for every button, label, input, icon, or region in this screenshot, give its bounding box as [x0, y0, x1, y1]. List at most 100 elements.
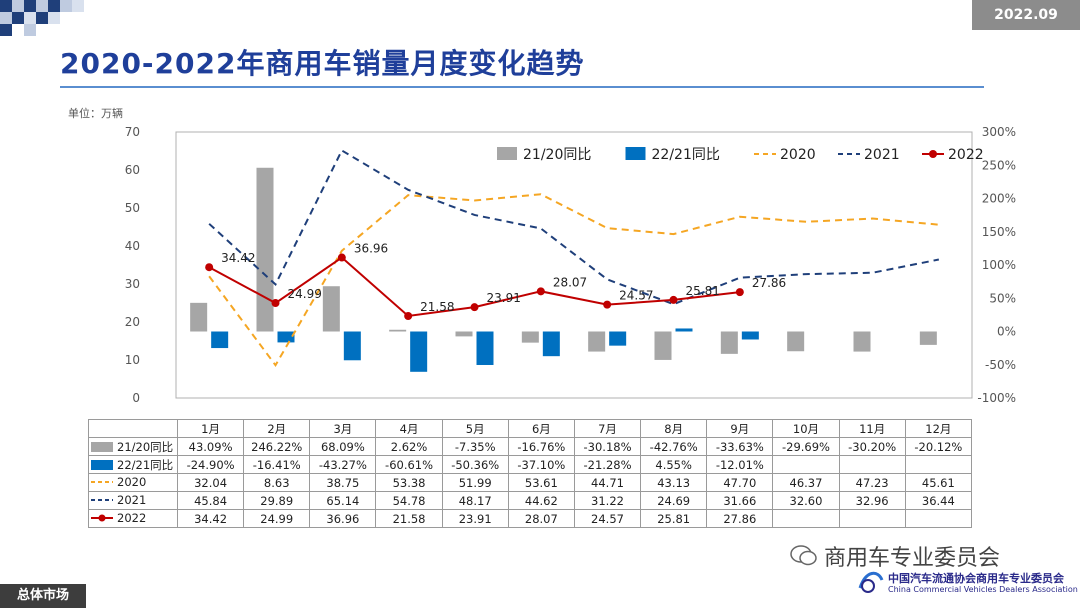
data-label-2022: 24.99 [288, 287, 322, 301]
table-cell [838, 455, 906, 474]
table-cell: -21.28% [573, 455, 642, 474]
bar-22-21 [609, 331, 627, 346]
y-left-tick-label: 10 [125, 353, 140, 367]
title-divider [60, 86, 984, 88]
bar-22-21 [343, 331, 361, 361]
series-swatch-icon [91, 499, 113, 501]
series-swatch-icon [91, 481, 113, 483]
bar-22-21 [542, 331, 560, 357]
table-cell: -20.12% [904, 437, 973, 456]
table-cell: -37.10% [507, 455, 575, 474]
table-row-header: 21/20同比 [88, 437, 178, 456]
month-label: 4月 [375, 419, 443, 438]
month-label: 11月 [838, 419, 906, 438]
point-2022 [205, 263, 214, 272]
table-cell: 23.91 [441, 509, 509, 528]
table-cell: 53.61 [507, 473, 575, 492]
bar-22-21 [410, 331, 428, 372]
table-cell: 54.78 [375, 491, 443, 510]
table-corner-cell [88, 419, 178, 438]
line-2021 [208, 149, 940, 306]
series-name: 21/20同比 [117, 439, 174, 454]
table-cell: 31.66 [706, 491, 774, 510]
table-cell: -24.90% [176, 455, 245, 474]
table-cell: 29.89 [243, 491, 311, 510]
table-cell: -12.01% [706, 455, 774, 474]
plot-area [175, 131, 973, 399]
table-cell: 43.09% [176, 437, 245, 456]
table-cell: -60.61% [375, 455, 443, 474]
bar-21-20 [853, 331, 871, 352]
table-row-header: 22/21同比 [88, 455, 178, 474]
table-cell: 34.42 [176, 509, 245, 528]
table-cell: 24.69 [640, 491, 708, 510]
point-2022 [669, 295, 678, 304]
series-swatch-icon [91, 441, 113, 452]
legend-label: 2021 [864, 147, 900, 163]
table-cell: 24.99 [243, 509, 311, 528]
y-left-tick-label: 40 [125, 239, 140, 253]
table-cell: -16.41% [243, 455, 311, 474]
legend-label: 21/20同比 [523, 147, 591, 163]
y-right-tick-label: 100% [982, 258, 1016, 272]
point-2022 [603, 300, 612, 309]
series-swatch-icon [91, 459, 113, 470]
section-tag: 总体市场 [0, 584, 86, 608]
table-cell: 27.86 [706, 509, 774, 528]
line-2020 [208, 193, 939, 368]
y-right-tick-label: 150% [982, 225, 1016, 239]
bar-21-20 [190, 302, 208, 332]
data-label-2022: 27.86 [752, 276, 786, 290]
y-left-tick-label: 20 [125, 315, 140, 329]
association-logo-icon [858, 571, 884, 593]
bar-21-20 [322, 286, 340, 332]
month-label: 5月 [441, 419, 509, 438]
data-label-2022: 23.91 [487, 291, 521, 305]
table-cell [772, 509, 840, 528]
data-label-2022: 36.96 [354, 242, 388, 256]
legend-label: 22/21同比 [652, 147, 720, 163]
month-label: 9月 [706, 419, 774, 438]
point-2022 [337, 253, 346, 262]
y-right-tick-label: -100% [977, 391, 1016, 405]
legend-swatch [497, 147, 517, 160]
legend-swatch-marker [929, 150, 937, 158]
table-row-header: 2021 [88, 491, 178, 510]
month-label: 6月 [507, 419, 575, 438]
table-cell: -30.20% [838, 437, 906, 456]
bar-21-20 [389, 329, 407, 332]
bar-21-20 [654, 331, 672, 360]
legend-label: 2020 [780, 147, 816, 163]
point-2022 [271, 299, 280, 308]
bar-21-20 [787, 331, 805, 352]
table-row: 2022 34.42 24.99 36.96 21.58 23.91 28.07 24.57 2… [88, 509, 973, 528]
table-cell: 246.22% [243, 437, 311, 456]
y-left-tick-label: 50 [125, 201, 140, 215]
bar-22-21 [741, 331, 759, 340]
table-cell: 47.70 [706, 473, 774, 492]
table-cell: -29.69% [772, 437, 840, 456]
bar-21-20 [919, 331, 937, 345]
table-cell: 36.44 [904, 491, 973, 510]
y-left-tick-label: 0 [132, 391, 140, 405]
bar-22-21 [675, 328, 693, 332]
table-cell [904, 509, 973, 528]
table-cell: 65.14 [309, 491, 377, 510]
wechat-account-name: 商用车专业委员会 [824, 546, 1001, 571]
point-2022 [735, 288, 744, 297]
month-label: 10月 [772, 419, 840, 438]
y-right-tick-label: 0% [997, 325, 1016, 339]
table-cell: 44.62 [507, 491, 575, 510]
corner-decoration [0, 0, 84, 36]
table-cell: -42.76% [640, 437, 708, 456]
data-label-2022: 25.81 [686, 284, 720, 298]
table-row: 2020 32.04 8.63 38.75 53.38 51.99 53.61 44.71 43… [88, 473, 973, 492]
table-cell: 8.63 [243, 473, 311, 492]
table-cell: 48.17 [441, 491, 509, 510]
point-2022 [470, 303, 479, 312]
month-label: 2月 [243, 419, 311, 438]
sales-trend-chart: 0 10 20 30 40 50 60 70 -100% -50% 0% 50% 100% 150% 200… [125, 125, 1016, 405]
month-label: 1月 [176, 419, 245, 438]
table-cell: 25.81 [640, 509, 708, 528]
table-cell: -50.36% [441, 455, 509, 474]
